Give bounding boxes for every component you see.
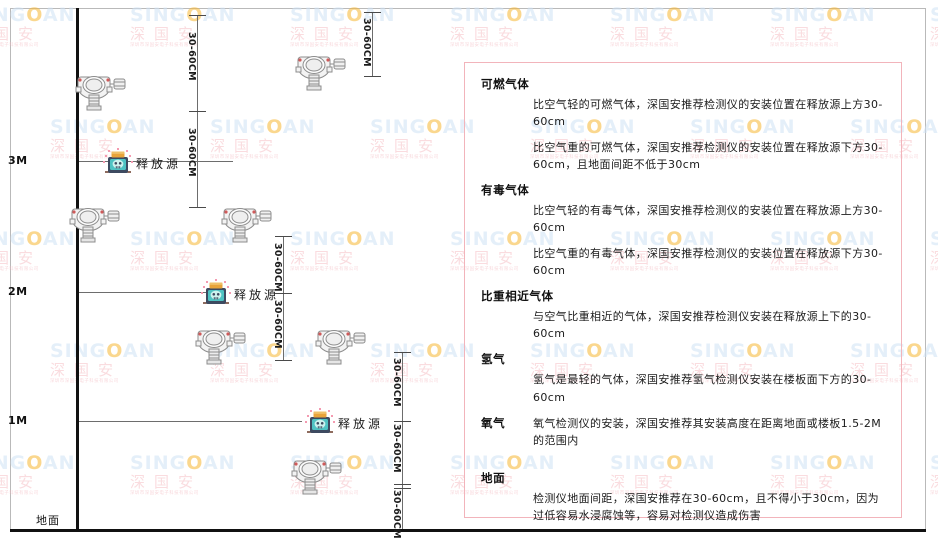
dim-tick-d-3b	[394, 488, 411, 489]
dim-tick-d-2	[394, 421, 411, 422]
panel-section: 氧气 氧气检测仪的安装，深国安推荐其安装高度在距离地面或楼板1.5-2M的范围内	[481, 415, 887, 449]
dim-label-5: 30-60CM	[272, 300, 283, 349]
release-source-label: 释放源	[136, 157, 182, 171]
release-source-label: 释放源	[234, 288, 280, 302]
dim-tick-c-top	[275, 236, 292, 237]
dim-label-3: 30-60CM	[186, 128, 197, 177]
panel-section-text: 检测仪地面间距，深国安推荐在30-60cm，且不得小于30cm，因为过低容易水浸…	[533, 491, 880, 522]
level-line-1m	[78, 421, 302, 422]
dim-line-b	[372, 12, 373, 76]
axis-label-1m: 1M	[8, 414, 28, 427]
ground-label: 地面	[36, 514, 60, 527]
panel-section-text: 氢气是最轻的气体，深国安推荐氢气检测仪安装在楼板面下方的30-60cm	[533, 373, 872, 404]
dim-label-7: 30-60CM	[391, 424, 402, 473]
gas-detector-icon	[192, 322, 248, 370]
x-axis-ground	[10, 529, 926, 532]
dim-tick-b-top	[364, 12, 381, 13]
dim-label-1: 30-60CM	[361, 18, 372, 67]
panel-section-heading: 可燃气体	[481, 77, 530, 91]
panel-section-heading: 有毒气体	[481, 183, 530, 198]
info-panel-content: 可燃气体 比空气轻的可燃气体，深国安推荐检测仪的安装位置在释放源上方30-60cm…	[465, 63, 901, 539]
panel-section-text: 比空气重的有毒气体，深国安推荐检测仪的安装位置在释放源下方30-60cm	[533, 247, 883, 278]
release-source-icon	[304, 408, 336, 442]
panel-section-text: 比空气重的可燃气体，深国安推荐检测仪的安装位置在释放源下方30-60cm，且地面…	[533, 141, 883, 172]
dim-label-8: 30-60CM	[391, 490, 402, 539]
dim-line-c2	[283, 293, 284, 360]
panel-spacer	[481, 458, 887, 467]
dim-tick-b-bot	[364, 76, 381, 77]
info-panel: 可燃气体 比空气轻的可燃气体，深国安推荐检测仪的安装位置在释放源上方30-60cm…	[464, 62, 902, 522]
dim-tick-a-mid	[189, 111, 206, 112]
axis-label-3m: 3M	[8, 154, 28, 167]
gas-detector-icon	[292, 48, 348, 96]
gas-detector-icon	[288, 452, 344, 500]
gas-detector-icon	[66, 200, 122, 248]
panel-section-heading: 地面	[481, 470, 506, 485]
panel-section-heading: 氧气	[481, 415, 506, 430]
panel-section-text: 比空气轻的可燃气体，深国安推荐检测仪的安装位置在释放源上方30-60cm	[533, 98, 883, 129]
y-axis	[76, 8, 79, 532]
panel-section-heading: 比重相近气体	[481, 289, 554, 304]
dim-line-a2	[197, 111, 198, 207]
dim-label-2: 30-60CM	[186, 32, 197, 81]
dim-line-a1	[197, 15, 198, 111]
dim-tick-d-3a	[394, 484, 411, 485]
gas-detector-icon	[72, 68, 128, 116]
release-source-icon	[200, 279, 232, 313]
release-source-label: 释放源	[338, 417, 384, 431]
dim-tick-a-bot	[189, 207, 206, 208]
dim-label-6: 30-60CM	[391, 358, 402, 407]
dim-line-d	[402, 352, 403, 529]
panel-section-text: 氧气检测仪的安装，深国安推荐其安装高度在距离地面或楼板1.5-2M的范围内	[533, 416, 882, 447]
dim-line-c1	[283, 236, 284, 293]
level-line-2m	[78, 292, 211, 293]
panel-section-heading: 氢气	[481, 352, 506, 367]
dim-tick-c-mid	[275, 293, 292, 294]
dim-label-4: 30-60CM	[272, 243, 283, 292]
gas-detector-icon	[312, 322, 368, 370]
dim-tick-c-bot	[275, 360, 292, 361]
axis-label-2m: 2M	[8, 285, 28, 298]
panel-section-text: 与空气比重相近的气体，深国安推荐检测仪安装在释放源上下的30-60cm	[533, 310, 872, 341]
release-source-icon	[102, 148, 134, 182]
dim-tick-a-top	[189, 15, 206, 16]
level-line-3m	[78, 161, 233, 162]
dim-tick-d-1	[394, 352, 411, 353]
gas-detector-icon	[218, 200, 274, 248]
panel-section-text: 比空气轻的有毒气体，深国安推荐检测仪的安装位置在释放源上方30-60cm	[533, 204, 883, 235]
